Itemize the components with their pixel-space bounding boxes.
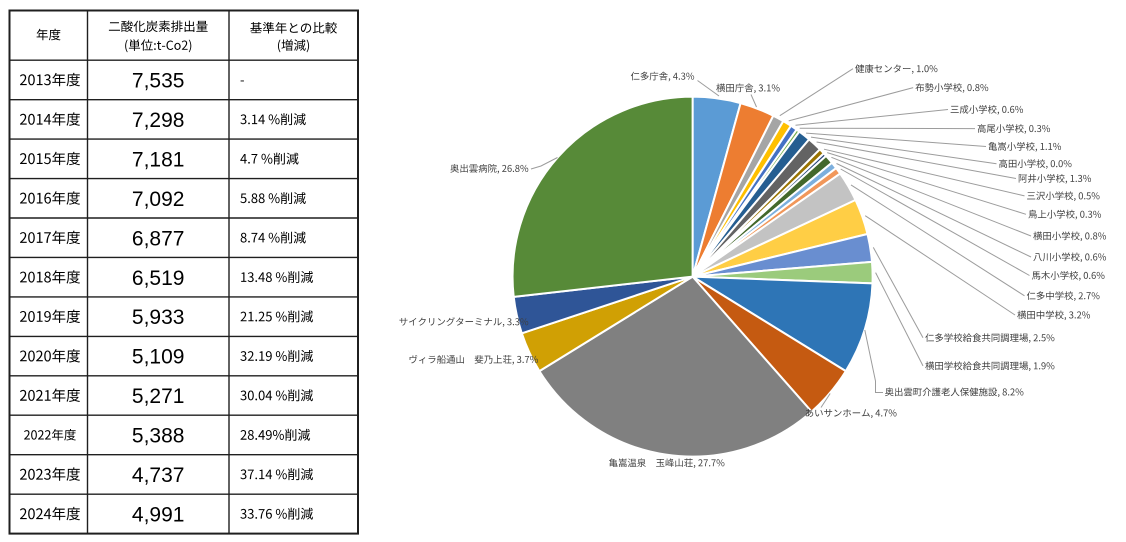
svg-text:5,933: 5,933 [132, 306, 185, 329]
svg-text:4,737: 4,737 [132, 464, 185, 487]
svg-text:7,092: 7,092 [132, 188, 185, 211]
svg-text:5,388: 5,388 [132, 425, 185, 448]
svg-text:6,519: 6,519 [132, 267, 185, 290]
svg-text:7,181: 7,181 [132, 148, 185, 171]
svg-text:6,877: 6,877 [132, 227, 185, 250]
svg-text:4,991: 4,991 [132, 504, 185, 527]
svg-text:5,271: 5,271 [132, 385, 185, 408]
svg-text:7,535: 7,535 [132, 70, 185, 93]
svg-text:7,298: 7,298 [132, 109, 185, 132]
svg-text:5,109: 5,109 [132, 346, 185, 369]
